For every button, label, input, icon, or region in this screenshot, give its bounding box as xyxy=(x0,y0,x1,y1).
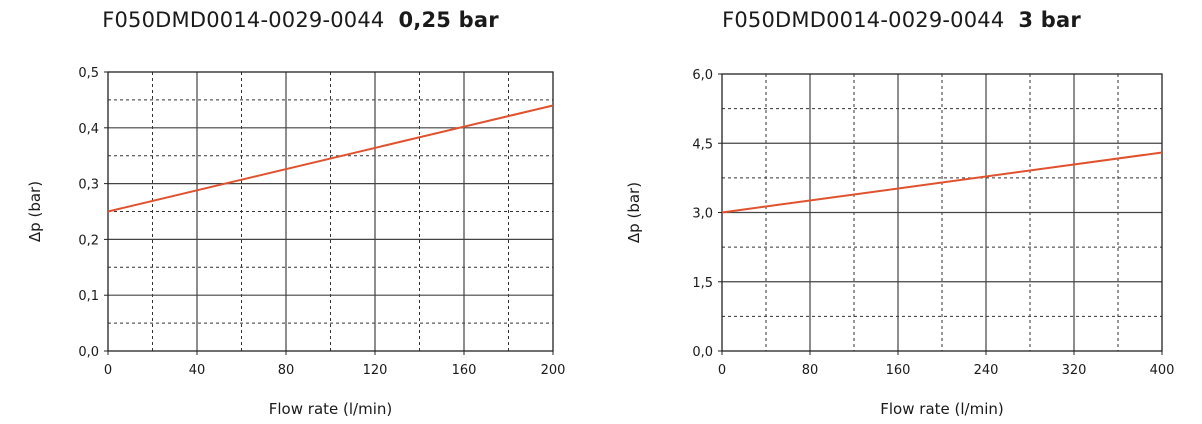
chart-title-model: F050DMD0014-0029-0044 xyxy=(722,8,1005,32)
series-line xyxy=(721,151,1163,214)
chart-panel-3-bar: F050DMD0014-0029-0044 3 bar 0 80 160 240 320 4… xyxy=(601,0,1202,424)
x-axis-label: Flow rate (l/min) xyxy=(880,400,1003,418)
y-tick-label: 0,0 xyxy=(78,345,99,360)
y-tick-label: 0,3 xyxy=(78,178,99,193)
y-tick-label: 1,5 xyxy=(692,276,713,291)
x-tick-label: 400 xyxy=(1150,363,1175,378)
x-tick-label: 160 xyxy=(886,363,911,378)
x-tick-label: 120 xyxy=(363,363,388,378)
chart-title-pressure: 0,25 bar xyxy=(398,8,499,32)
y-tick-label: 0,2 xyxy=(78,233,99,248)
chart-title-model: F050DMD0014-0029-0044 xyxy=(102,8,385,32)
x-tick-label: 0 xyxy=(718,363,726,378)
x-tick-label: 0 xyxy=(104,363,112,378)
chart-title-pressure: 3 bar xyxy=(1018,8,1081,32)
x-axis-label: Flow rate (l/min) xyxy=(269,400,392,418)
chart-plot-0-25-bar: 0 40 80 120 160 200 0,0 0,1 0,2 0,3 0,4 0,5 Flow rat… xyxy=(26,66,566,418)
chart-panel-0-25-bar: F050DMD0014-0029-0044 0,25 bar 0 40 80 120 16… xyxy=(0,8,601,418)
series-line xyxy=(107,104,554,213)
chart-title: F050DMD0014-0029-0044 3 bar xyxy=(601,8,1202,32)
y-axis-label: Δp (bar) xyxy=(625,182,643,243)
chart-plot-3-bar: 0 80 160 240 320 400 0,0 1,5 3,0 4,5 6,0 Flow rate … xyxy=(625,68,1175,418)
x-tick-label: 80 xyxy=(802,363,819,378)
y-axis-label: Δp (bar) xyxy=(26,181,44,242)
chart-title: F050DMD0014-0029-0044 0,25 bar xyxy=(0,8,601,32)
y-tick-label: 4,5 xyxy=(692,137,713,152)
x-tick-label: 200 xyxy=(541,363,566,378)
y-tick-label: 3,0 xyxy=(692,207,713,222)
x-tick-label: 40 xyxy=(189,363,206,378)
y-tick-label: 0,4 xyxy=(78,122,99,137)
y-tick-label: 0,5 xyxy=(78,66,99,81)
x-tick-label: 240 xyxy=(974,363,999,378)
y-tick-label: 6,0 xyxy=(692,68,713,83)
y-tick-label: 0,0 xyxy=(692,345,713,360)
y-tick-label: 0,1 xyxy=(78,289,99,304)
x-tick-label: 80 xyxy=(278,363,295,378)
x-tick-label: 160 xyxy=(452,363,477,378)
x-tick-label: 320 xyxy=(1062,363,1087,378)
